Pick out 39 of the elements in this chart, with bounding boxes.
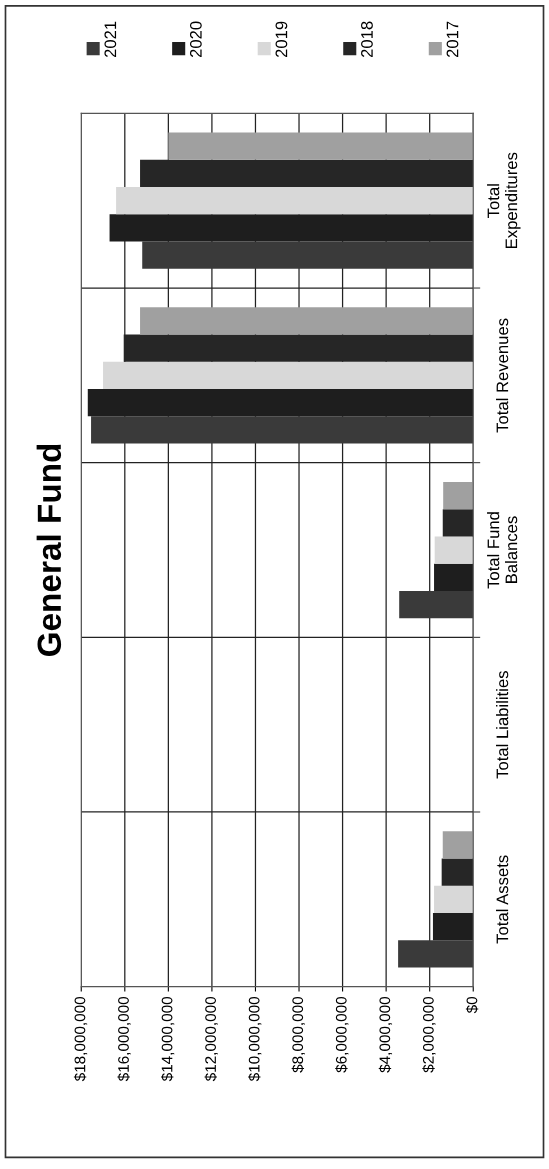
x-tick-label: $12,000,000 [204, 996, 218, 1082]
x-tick-label: $10,000,000 [248, 996, 262, 1082]
x-tick-label: $14,000,000 [161, 996, 175, 1082]
legend-label: 2020 [189, 21, 202, 58]
bar [140, 159, 474, 188]
y-tick-label: Total Liabilities [496, 671, 509, 779]
x-tick-label: $2,000,000 [422, 996, 436, 1073]
bar [142, 241, 474, 269]
bar [434, 885, 474, 913]
y-tick-label: Total Assets [496, 855, 509, 944]
x-tick-label: $16,000,000 [117, 996, 131, 1082]
bar [443, 481, 474, 510]
x-tick-label: $18,000,000 [73, 996, 88, 1082]
y-tick-label: Total Expenditures [487, 152, 521, 248]
bar [442, 831, 474, 859]
bar [434, 563, 474, 591]
legend-label: 2021 [104, 21, 117, 58]
x-tick-label: $0 [465, 996, 479, 1014]
legend-label: 2019 [275, 21, 288, 58]
bar [140, 307, 474, 335]
bar [116, 187, 474, 215]
bar [432, 912, 474, 941]
x-tick-label: $6,000,000 [335, 996, 349, 1073]
bar [399, 590, 474, 619]
bar [168, 132, 474, 160]
bar [441, 858, 474, 886]
x-tick-label: $4,000,000 [378, 996, 393, 1073]
bar [103, 361, 474, 389]
bar [91, 416, 474, 444]
y-tick-label: Total Fund Balances [487, 512, 518, 589]
legend-label: 2018 [361, 21, 373, 58]
text: General Fund [36, 444, 62, 657]
bar [87, 388, 474, 417]
y-tick-label: Total Revenues [496, 318, 509, 433]
bar [442, 509, 474, 537]
legend-label: 2017 [446, 21, 459, 58]
x-tick-label: $8,000,000 [291, 996, 305, 1073]
bar [398, 940, 474, 968]
bar [434, 536, 474, 564]
